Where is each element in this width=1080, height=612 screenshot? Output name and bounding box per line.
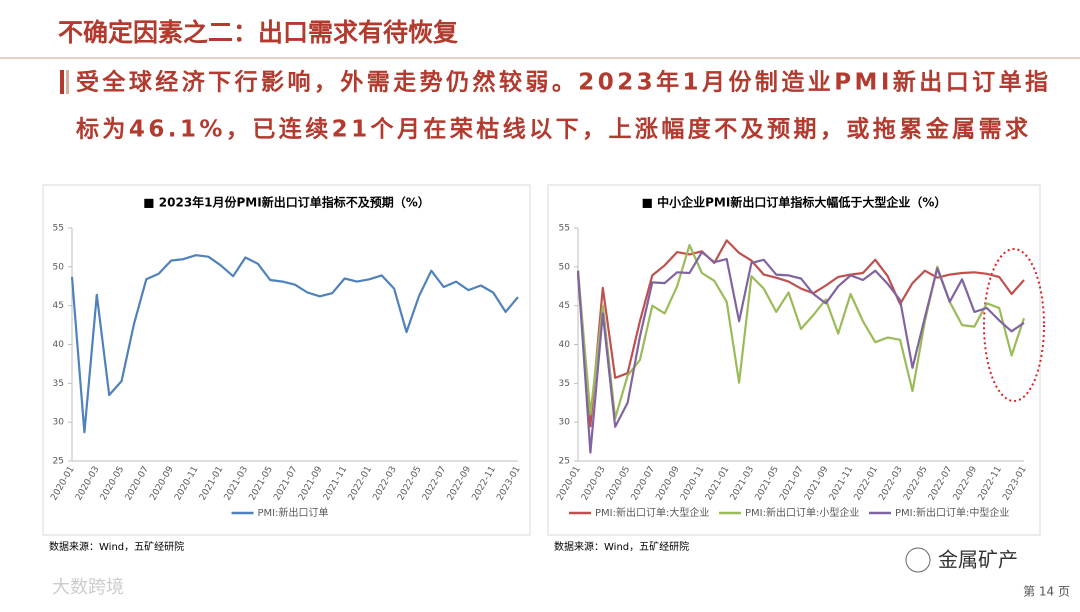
legend-label: PMI:新出口订单:大型企业 xyxy=(595,506,709,519)
highlight-ellipse xyxy=(983,248,1045,402)
y-tick-label: 35 xyxy=(559,379,570,389)
watermark: 大数跨境 xyxy=(52,577,124,598)
x-tick-label: 2022-03 xyxy=(371,465,398,503)
y-tick-label: 55 xyxy=(53,224,64,234)
x-tick-label: 2021-11 xyxy=(828,465,855,503)
x-tick-label: 2022-07 xyxy=(927,465,954,503)
x-tick-label: 2021-01 xyxy=(198,465,225,503)
series-line xyxy=(70,254,519,434)
chart-source: 数据来源：Wind，五矿经研院 xyxy=(49,540,184,553)
x-tick-label: 2022-09 xyxy=(952,465,980,503)
x-tick-label: 2020-01 xyxy=(49,465,76,503)
legend-label: PMI:新出口订单 xyxy=(258,506,329,519)
x-tick-label: 2020-03 xyxy=(580,465,607,503)
y-tick-label: 50 xyxy=(53,262,65,272)
x-tick-label: 2022-03 xyxy=(877,465,904,503)
y-tick-label: 25 xyxy=(53,457,64,467)
y-tick-label: 50 xyxy=(559,262,571,272)
x-tick-label: 2021-11 xyxy=(322,465,349,503)
x-tick-label: 2020-09 xyxy=(148,465,176,503)
y-tick-label: 55 xyxy=(559,224,570,234)
brand-icon xyxy=(905,547,931,573)
x-tick-label: 2020-11 xyxy=(173,465,200,503)
x-tick-label: 2021-01 xyxy=(704,465,731,503)
x-tick-label: 2021-03 xyxy=(729,465,756,503)
x-tick-label: 2021-09 xyxy=(803,465,831,503)
legend-label: PMI:新出口订单:中型企业 xyxy=(895,506,1009,519)
x-tick-label: 2021-05 xyxy=(754,465,781,503)
x-tick-label: 2022-07 xyxy=(421,465,448,503)
chart-source: 数据来源：Wind，五矿经研院 xyxy=(554,540,689,553)
x-tick-label: 2022-11 xyxy=(471,465,498,503)
x-tick-label: 2022-05 xyxy=(902,465,929,503)
series-line xyxy=(576,251,1025,454)
y-tick-label: 25 xyxy=(559,457,570,467)
chart-title: ■ 2023年1月份PMI新出口订单指标不及预期（%） xyxy=(143,195,430,210)
x-tick-label: 2023-01 xyxy=(1001,465,1028,503)
y-tick-label: 35 xyxy=(53,379,64,389)
x-tick-label: 2020-05 xyxy=(605,465,632,503)
x-tick-label: 2020-05 xyxy=(99,465,126,503)
subtitle-line: 标为46.1%，已连续21个月在荣枯线以下，上涨幅度不及预期，或拖累金属需求 xyxy=(76,116,1028,143)
y-tick-label: 40 xyxy=(53,340,65,350)
x-tick-label: 2021-03 xyxy=(223,465,250,503)
x-tick-label: 2023-01 xyxy=(495,465,522,503)
chart-frame xyxy=(42,184,531,536)
series-line xyxy=(576,239,1025,428)
brand: 金属矿产 xyxy=(938,548,1018,572)
y-tick-label: 30 xyxy=(559,418,571,428)
x-tick-label: 2022-05 xyxy=(396,465,423,503)
chart-title: ■ 中小企业PMI新出口订单指标大幅低于大型企业（%） xyxy=(642,195,947,210)
bullet xyxy=(66,70,69,94)
x-tick-label: 2022-01 xyxy=(347,465,374,503)
y-tick-label: 30 xyxy=(53,418,65,428)
subtitle-line: 受全球经济下行影响，外需走势仍然较弱。2023年1月份制造业PMI新出口订单指 xyxy=(76,69,1048,96)
x-tick-label: 2021-05 xyxy=(248,465,275,503)
x-tick-label: 2020-03 xyxy=(74,465,101,503)
x-tick-label: 2021-07 xyxy=(272,465,299,503)
x-tick-label: 2022-11 xyxy=(977,465,1004,503)
bullet xyxy=(60,70,64,94)
slide-title: 不确定因素之二：出口需求有待恢复 xyxy=(58,18,459,47)
x-tick-label: 2021-07 xyxy=(778,465,805,503)
x-tick-label: 2020-07 xyxy=(630,465,657,503)
series-line xyxy=(576,244,1026,420)
y-tick-label: 40 xyxy=(559,340,571,350)
y-tick-label: 45 xyxy=(559,301,570,311)
x-tick-label: 2022-09 xyxy=(446,465,474,503)
x-tick-label: 2020-11 xyxy=(679,465,706,503)
x-tick-label: 2021-09 xyxy=(297,465,325,503)
x-tick-label: 2020-09 xyxy=(654,465,682,503)
page-number: 第 14 页 xyxy=(1023,585,1070,599)
x-tick-label: 2020-07 xyxy=(124,465,151,503)
x-tick-label: 2022-01 xyxy=(853,465,880,503)
x-tick-label: 2020-01 xyxy=(555,465,582,503)
legend-label: PMI:新出口订单:小型企业 xyxy=(745,506,859,519)
y-tick-label: 45 xyxy=(53,301,64,311)
